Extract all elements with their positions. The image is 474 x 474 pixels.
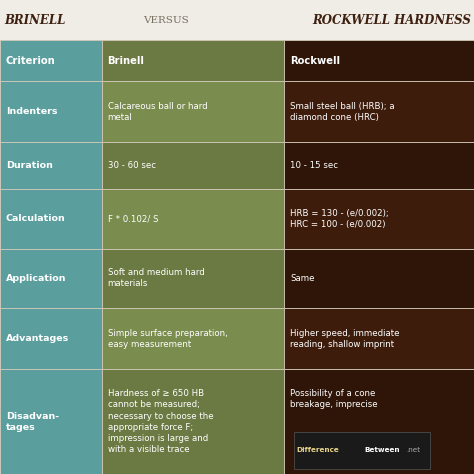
Text: Small steel ball (HRB); a
diamond cone (HRC): Small steel ball (HRB); a diamond cone (… [290,101,395,122]
Text: Soft and medium hard
materials: Soft and medium hard materials [108,268,204,288]
Bar [102,308,284,369]
Bar [102,40,284,81]
Text: Between: Between [365,447,401,454]
Text: Indenters: Indenters [6,107,57,116]
Text: .net: .net [406,447,420,454]
Bar [294,432,430,469]
Bar [102,142,284,189]
Bar [0,249,102,308]
Text: VERSUS: VERSUS [143,16,189,25]
Text: Possibility of a cone
breakage, imprecise: Possibility of a cone breakage, imprecis… [290,389,378,409]
Text: 30 - 60 sec: 30 - 60 sec [108,161,155,170]
Bar [102,189,284,249]
Text: Criterion: Criterion [6,55,55,66]
Text: Calcareous ball or hard
metal: Calcareous ball or hard metal [108,101,207,122]
Text: HRB = 130 - (e/0.002);
HRC = 100 - (e/0.002): HRB = 130 - (e/0.002); HRC = 100 - (e/0.… [290,209,389,229]
Text: Advantages: Advantages [6,334,69,343]
Bar [102,249,284,308]
Text: Brinell: Brinell [108,55,145,66]
Text: Rockwell: Rockwell [290,55,340,66]
Text: ROCKWELL HARDNESS: ROCKWELL HARDNESS [313,14,472,27]
Text: Same: Same [290,274,315,283]
Text: Simple surface preparation,
easy measurement: Simple surface preparation, easy measure… [108,328,228,349]
Bar [0,142,102,189]
Bar [0,369,102,474]
Text: BRINELL: BRINELL [5,14,66,27]
Text: Hardness of ≥ 650 HB
cannot be measured;
necessary to choose the
appropriate for: Hardness of ≥ 650 HB cannot be measured;… [108,389,213,454]
Text: Duration: Duration [6,161,53,170]
Bar [284,81,474,142]
Bar [284,308,474,369]
Bar [0,189,102,249]
Text: Disadvan-
tages: Disadvan- tages [6,411,59,432]
Bar [0,308,102,369]
Text: Calculation: Calculation [6,214,65,223]
Text: 10 - 15 sec: 10 - 15 sec [290,161,338,170]
Bar [284,142,474,189]
Text: Difference: Difference [297,447,339,454]
Bar [284,40,474,81]
Bar [0,40,102,81]
Bar [284,249,474,308]
Text: F * 0.102/ S: F * 0.102/ S [108,214,158,223]
Bar [102,369,284,474]
Bar [102,81,284,142]
Bar [0,81,102,142]
Bar [284,189,474,249]
Text: Application: Application [6,274,66,283]
Bar [284,369,474,474]
Text: Higher speed, immediate
reading, shallow imprint: Higher speed, immediate reading, shallow… [290,328,400,349]
